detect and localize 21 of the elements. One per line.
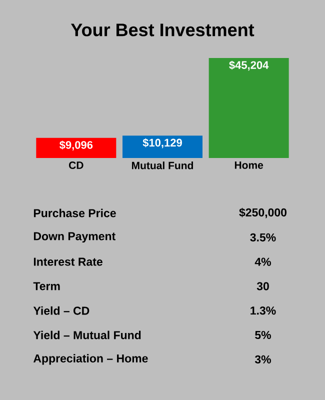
text: 30 (256, 282, 269, 290)
text: Purchase Price (34, 208, 116, 218)
text: $250,000 (239, 208, 287, 218)
data-label: $45,204 (229, 60, 269, 71)
text: 3.5% (250, 233, 276, 242)
text: Term (33, 282, 60, 290)
data-label: $10,129 (142, 138, 182, 148)
text: Appreciation – Home (33, 354, 148, 365)
text: Interest Rate (34, 258, 102, 266)
x-tick-label: Home (234, 162, 264, 169)
text: 5% (255, 330, 271, 340)
x-tick-label: Mutual Fund (132, 162, 194, 170)
x-tick-label: CD (69, 162, 84, 169)
text: Yield – Mutual Fund (33, 330, 141, 340)
text: Down Payment (34, 232, 116, 243)
text: 4% (254, 258, 271, 266)
text: 3% (254, 355, 271, 364)
chart-title: Your Best Investment (70, 24, 254, 36)
text: 1.3% (250, 306, 276, 315)
data-label: $9,096 (59, 140, 93, 150)
text: Yield – CD (33, 306, 90, 315)
